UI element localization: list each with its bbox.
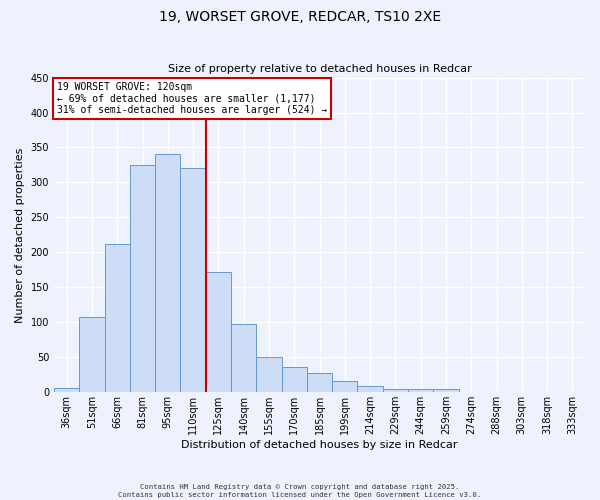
Text: Contains HM Land Registry data © Crown copyright and database right 2025.
Contai: Contains HM Land Registry data © Crown c…	[118, 484, 482, 498]
Bar	[155, 154, 181, 392]
Bar	[130, 165, 155, 392]
Bar	[358, 386, 383, 392]
Bar	[181, 168, 206, 392]
Bar	[206, 272, 231, 392]
Bar	[79, 318, 104, 392]
Text: 19, WORSET GROVE, REDCAR, TS10 2XE: 19, WORSET GROVE, REDCAR, TS10 2XE	[159, 10, 441, 24]
Bar	[54, 388, 79, 392]
Y-axis label: Number of detached properties: Number of detached properties	[15, 147, 25, 322]
Text: 19 WORSET GROVE: 120sqm
← 69% of detached houses are smaller (1,177)
31% of semi: 19 WORSET GROVE: 120sqm ← 69% of detache…	[56, 82, 327, 116]
Bar	[281, 367, 307, 392]
Bar	[332, 381, 358, 392]
X-axis label: Distribution of detached houses by size in Redcar: Distribution of detached houses by size …	[181, 440, 458, 450]
Bar	[307, 372, 332, 392]
Bar	[104, 244, 130, 392]
Bar	[231, 324, 256, 392]
Bar	[408, 390, 433, 392]
Bar	[433, 390, 458, 392]
Title: Size of property relative to detached houses in Redcar: Size of property relative to detached ho…	[167, 64, 472, 74]
Bar	[256, 358, 281, 392]
Bar	[383, 389, 408, 392]
